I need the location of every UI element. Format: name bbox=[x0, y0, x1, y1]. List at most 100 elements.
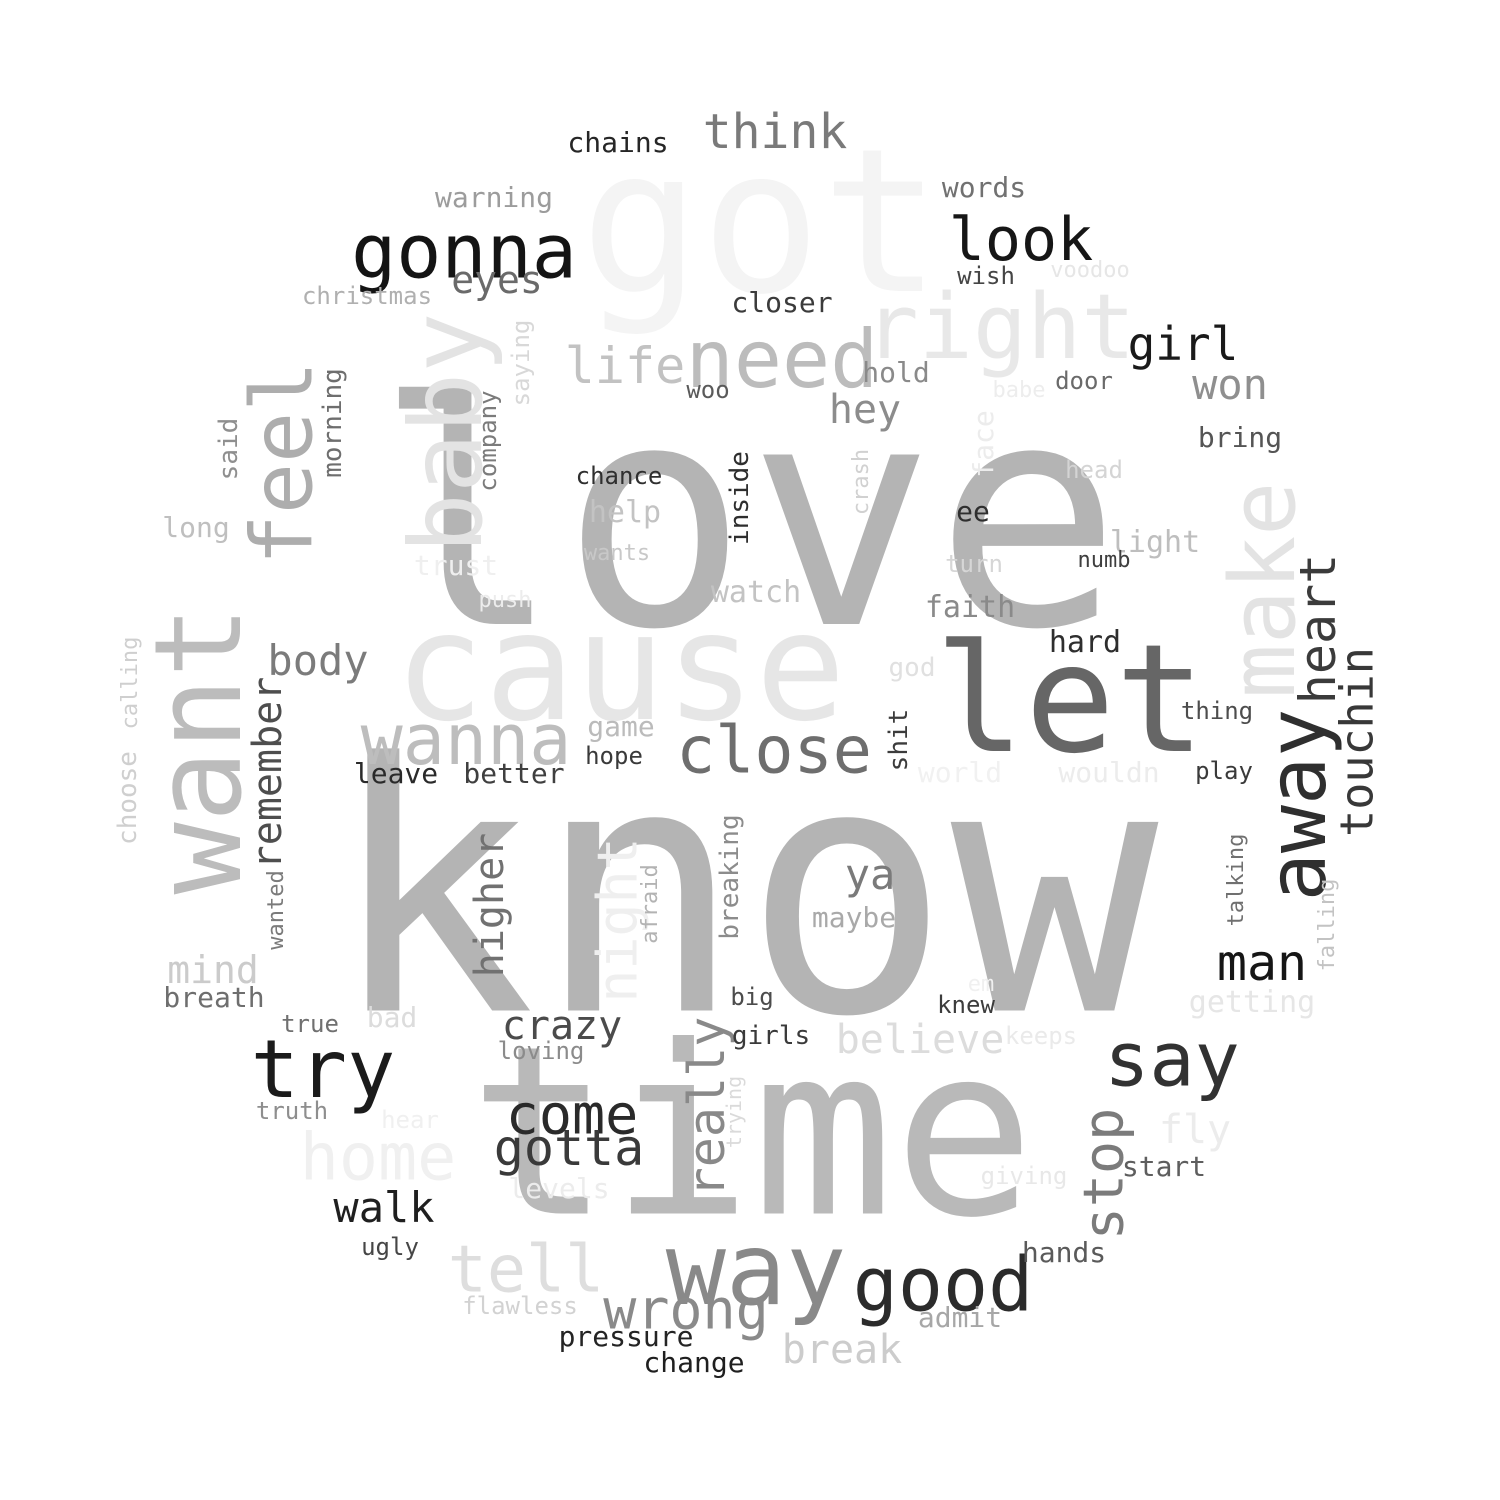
word-ee: ee bbox=[956, 495, 990, 528]
word-look: look bbox=[948, 205, 1094, 275]
word-pressure: pressure bbox=[558, 1320, 694, 1353]
word-gonna: gonna bbox=[351, 207, 577, 296]
word-won: won bbox=[1192, 360, 1268, 409]
word-breath: breath bbox=[163, 981, 265, 1014]
word-choose: choose bbox=[113, 751, 143, 845]
word-remember: remember bbox=[245, 676, 291, 870]
word-hands: hands bbox=[1021, 1236, 1107, 1269]
word-breaking: breaking bbox=[715, 814, 745, 940]
word-life: life bbox=[564, 337, 686, 395]
word-big: big bbox=[730, 983, 774, 1011]
word-play: play bbox=[1195, 757, 1253, 785]
word-trust: trust bbox=[413, 549, 499, 582]
word-wanna: wanna bbox=[360, 699, 572, 781]
word-company: company bbox=[474, 390, 502, 492]
word-say: say bbox=[1104, 1015, 1240, 1104]
word-home: home bbox=[299, 1120, 457, 1196]
word-need: need bbox=[685, 313, 879, 406]
word-trying: trying bbox=[722, 1075, 746, 1149]
word-levels: levels bbox=[508, 1172, 610, 1205]
word-hear: hear bbox=[381, 1106, 439, 1134]
word-knew: knew bbox=[937, 991, 995, 1019]
word-hard: hard bbox=[1048, 625, 1122, 660]
word-chance: chance bbox=[575, 462, 663, 490]
word-wouldn: wouldn bbox=[1058, 756, 1160, 789]
word-wants: wants bbox=[583, 541, 651, 566]
word-head: head bbox=[1065, 456, 1123, 484]
word-man: man bbox=[1216, 934, 1308, 992]
word-start: start bbox=[1121, 1150, 1207, 1183]
word-calling: calling bbox=[118, 636, 143, 730]
word-door: door bbox=[1055, 367, 1113, 395]
word-time: time bbox=[469, 996, 1035, 1270]
word-chains: chains bbox=[567, 126, 669, 159]
word-bad: bad bbox=[366, 1001, 418, 1034]
word-believe: believe bbox=[835, 1017, 1005, 1063]
word-walk: walk bbox=[333, 1183, 435, 1232]
word-world: world bbox=[917, 756, 1003, 789]
word-falling: falling bbox=[1315, 878, 1340, 972]
word-know: know bbox=[327, 691, 1159, 1093]
word-words: words bbox=[941, 171, 1027, 204]
word-loving: loving bbox=[497, 1037, 585, 1065]
word-change: change bbox=[643, 1346, 745, 1379]
word-woo: woo bbox=[686, 376, 730, 404]
word-watch: watch bbox=[710, 575, 802, 610]
word-hey: hey bbox=[828, 387, 902, 433]
word-face: face bbox=[967, 410, 1000, 478]
word-crazy: crazy bbox=[501, 1003, 623, 1049]
word-leave: leave bbox=[353, 757, 439, 790]
word-afraid: afraid bbox=[638, 864, 663, 944]
word-god: god bbox=[888, 653, 936, 683]
word-closer: closer bbox=[731, 286, 833, 319]
word-touchin: touchin bbox=[1330, 647, 1384, 837]
word-numb: numb bbox=[1077, 548, 1131, 573]
word-come: come bbox=[505, 1082, 639, 1147]
word-true: true bbox=[281, 1010, 339, 1038]
word-em: em bbox=[967, 972, 995, 997]
word-said: said bbox=[214, 417, 244, 481]
word-saying: saying bbox=[507, 319, 535, 407]
word-keeps: keeps bbox=[1004, 1022, 1078, 1050]
word-let: let bbox=[934, 613, 1206, 787]
word-body: body bbox=[267, 636, 369, 685]
word-got: got bbox=[580, 106, 942, 339]
word-higher: higher bbox=[467, 832, 513, 978]
word-shit: shit bbox=[884, 708, 914, 772]
word-feel: feel bbox=[233, 360, 333, 566]
word-light: light bbox=[1109, 525, 1201, 560]
word-babe: babe bbox=[992, 378, 1046, 403]
word-wrong: wrong bbox=[603, 1277, 769, 1342]
word-truth: truth bbox=[255, 1097, 329, 1125]
word-bring: bring bbox=[1197, 421, 1283, 454]
word-break: break bbox=[781, 1327, 903, 1373]
word-try: try bbox=[250, 1023, 396, 1116]
word-ya: ya bbox=[844, 850, 896, 899]
word-girls: girls bbox=[731, 1021, 811, 1051]
word-mind: mind bbox=[167, 948, 259, 992]
word-girl: girl bbox=[1127, 317, 1239, 371]
word-fly: fly bbox=[1158, 1107, 1232, 1153]
word-hope: hope bbox=[585, 742, 643, 770]
word-faith: faith bbox=[924, 590, 1016, 625]
word-right: right bbox=[864, 275, 1136, 380]
word-voodoo: voodoo bbox=[1050, 258, 1130, 283]
word-better: better bbox=[463, 757, 565, 790]
word-ugly: ugly bbox=[361, 1233, 419, 1261]
word-thing: thing bbox=[1180, 697, 1254, 725]
word-gotta: gotta bbox=[493, 1119, 645, 1177]
word-wish: wish bbox=[957, 262, 1015, 290]
word-want: want bbox=[130, 605, 269, 895]
word-admit: admit bbox=[917, 1301, 1003, 1334]
word-cause: cause bbox=[394, 581, 846, 755]
word-help: help bbox=[588, 495, 662, 530]
word-morning: morning bbox=[318, 368, 348, 478]
word-good: good bbox=[852, 1240, 1034, 1329]
word-flawless: flawless bbox=[462, 1292, 578, 1320]
word-away: away bbox=[1251, 708, 1344, 902]
word-way: way bbox=[665, 1211, 847, 1328]
word-hold: hold bbox=[862, 356, 930, 389]
word-warning: warning bbox=[434, 181, 554, 214]
word-close: close bbox=[676, 713, 872, 789]
